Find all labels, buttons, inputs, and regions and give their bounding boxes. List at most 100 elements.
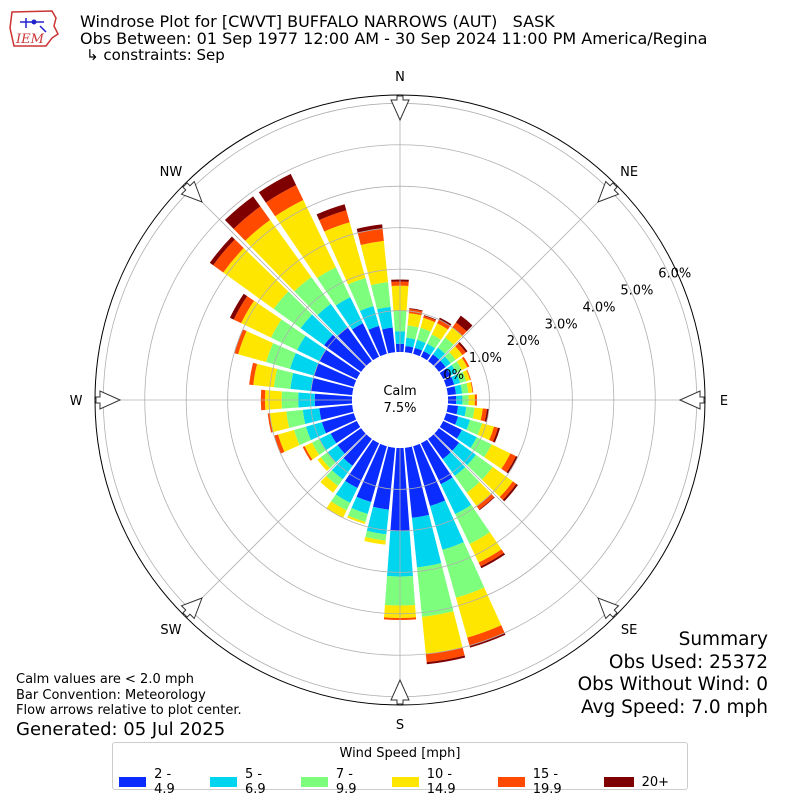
windrose-bar-segment (455, 315, 473, 332)
windrose-bar-segment (289, 353, 319, 376)
windrose-bar-segment (428, 434, 451, 460)
windrose-bar-segment (422, 611, 463, 654)
flow-arrows-note: Flow arrows relative to plot center. (16, 703, 242, 718)
windrose-bar-segment (326, 501, 347, 518)
radial-tick-label: 6.0% (658, 267, 691, 282)
windrose-bar-segment (278, 429, 300, 452)
windrose-bar-segment (478, 496, 495, 511)
windrose-bar-segment (270, 319, 306, 351)
windrose-bar-segment (357, 228, 384, 245)
windrose-bar-segment (356, 224, 383, 233)
windrose-bar-segment (499, 481, 517, 500)
direction-arrow-icon (597, 597, 620, 620)
windrose-bar-segment (312, 438, 327, 455)
legend-swatch (300, 777, 328, 787)
calm-value: 7.5% (383, 401, 416, 416)
windrose-bar-segment (258, 173, 297, 203)
windrose-bar-segment (409, 308, 423, 312)
windrose-bar-segment (224, 196, 261, 229)
windrose-bar-segment (414, 339, 426, 351)
legend-label: 20+ (641, 774, 669, 790)
windrose-bar-segment (245, 219, 312, 292)
legend-item: 20+ (603, 767, 669, 797)
windrose-bar-segment (417, 327, 431, 343)
windrose-bar-segment (478, 549, 504, 567)
windrose-bar-segment (273, 291, 313, 329)
windrose-bar-segment (462, 370, 471, 382)
windrose-bar-segment (404, 446, 430, 518)
windrose-bar-segment (319, 349, 361, 380)
legend-label: 2 - 4.9 (154, 767, 175, 797)
windrose-bar-segment (455, 587, 502, 638)
windrose-bar-segment (420, 439, 453, 485)
windrose-bar-segment (438, 317, 452, 327)
windrose-bar-segment (467, 454, 493, 480)
windrose-bar-segment (442, 452, 466, 476)
windrose-bar-segment (321, 413, 357, 434)
windrose-bar-segment (365, 530, 387, 541)
windrose-bar-segment (360, 240, 389, 286)
legend-label: 5 - 6.9 (244, 767, 266, 797)
windrose-bar-segment (331, 494, 351, 511)
windrose-bar-segment (223, 248, 289, 309)
windrose-bar-segment (480, 408, 487, 422)
direction-labels: N NE E SE S SW W NW (70, 70, 729, 733)
windrose-bar-segment (407, 313, 422, 328)
legend-items: 2 - 4.9 5 - 6.9 7 - 9.9 10 - 14.9 15 - 1… (119, 767, 687, 797)
windrose-bar-segment (319, 210, 350, 232)
direction-label: W (70, 394, 83, 409)
radial-tick-label: 3.0% (545, 317, 578, 332)
windrose-bar-segment (440, 477, 472, 515)
windrose-bar-segment (456, 405, 467, 417)
windrose-sectors (209, 173, 518, 665)
grid-spoke (433, 184, 616, 367)
windrose-bar-segment (416, 563, 454, 617)
legend-item: 10 - 14.9 (391, 767, 480, 797)
windrose-bar-segment (337, 428, 366, 454)
windrose-bar-segment (275, 200, 336, 279)
windrose-bar-segment (356, 443, 387, 503)
windrose-bar-segment (233, 206, 271, 241)
windrose-bar-segment (429, 500, 464, 550)
generated-date: Generated: 05 Jul 2025 (16, 719, 226, 740)
windrose-bar-segment (337, 327, 372, 366)
radial-tick-label: 5.0% (620, 284, 653, 299)
windrose-bar-segment (432, 347, 446, 360)
windrose-bar-segment (377, 306, 393, 330)
windrose-bar-segment (253, 363, 278, 388)
windrose-bar-segment (364, 536, 386, 545)
windrose-bar-segment (449, 346, 463, 360)
windrose-bar-segment (454, 467, 480, 493)
legend-swatch (391, 777, 419, 787)
windrose-bar-segment (269, 411, 290, 433)
windrose-bar-segment (423, 343, 436, 356)
windrose-bar-segment (266, 342, 296, 369)
windrose-bar-segment (347, 515, 366, 524)
windrose-bar-segment (444, 352, 456, 364)
windrose-bar-segment (506, 456, 518, 474)
windrose-bar-segment (265, 185, 304, 217)
windrose-bar-segment (317, 303, 348, 336)
windrose-bar-segment (446, 404, 459, 415)
windrose-bar-segment (311, 378, 354, 396)
windrose-bar-segment (426, 655, 466, 665)
legend-item: 7 - 9.9 (300, 767, 374, 797)
windrose-bar-segment (406, 325, 419, 340)
windrose-bar-segment (469, 532, 502, 563)
notes-block: Calm values are < 2.0 mph Bar Convention… (16, 672, 242, 719)
windrose-bar-segment (443, 376, 455, 387)
windrose-bar-segment (317, 457, 330, 472)
windrose-bar-segment (335, 297, 363, 330)
windrose-bar-segment (423, 315, 437, 321)
windrose-bar-segment (466, 369, 471, 381)
legend-swatch (603, 777, 634, 787)
radial-tick-label: 4.0% (582, 300, 615, 315)
windrose-bar-segment (316, 204, 347, 221)
windrose-bar-segment (286, 409, 306, 429)
windrose-bar-segment (470, 381, 474, 393)
calm-circle (352, 352, 448, 448)
windrose-bar-segment (466, 382, 473, 394)
windrose-bar-segment (460, 383, 469, 394)
windrose-bar-segment (464, 406, 475, 419)
windrose-bar-segment (423, 315, 436, 323)
